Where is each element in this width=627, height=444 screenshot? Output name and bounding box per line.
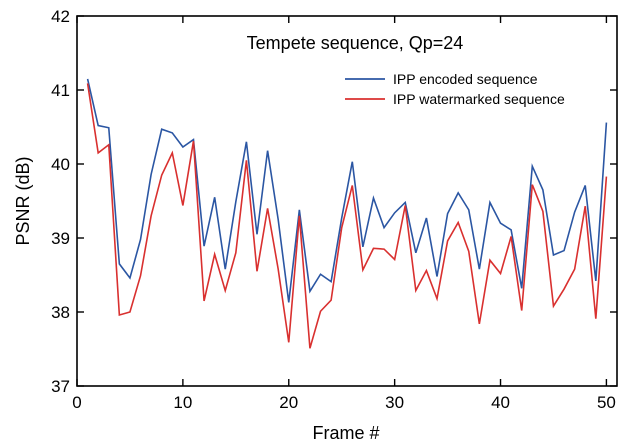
y-axis: 37 38 39 40 41 42 [51, 7, 617, 396]
y-tick-label: 41 [51, 81, 70, 100]
y-tick-label: 38 [51, 303, 70, 322]
y-tick-label: 37 [51, 377, 70, 396]
x-axis-label: Frame # [312, 423, 379, 443]
series-line-watermarked [86, 83, 608, 349]
legend-label: IPP encoded sequence [393, 71, 538, 87]
x-tick-label: 50 [597, 393, 616, 412]
x-tick-label: 40 [491, 393, 510, 412]
series-line-encoded [86, 78, 608, 303]
y-axis-label: PSNR (dB) [13, 156, 33, 245]
y-tick-label: 42 [51, 7, 70, 26]
x-axis: 0 10 20 30 40 50 [72, 16, 616, 412]
plot-frame [76, 15, 618, 387]
y-tick-label: 40 [51, 155, 70, 174]
legend: IPP encoded sequence IPP watermarked sequ… [345, 71, 565, 107]
x-tick-label: 30 [385, 393, 404, 412]
x-tick-label: 10 [173, 393, 192, 412]
x-tick-label: 0 [72, 393, 81, 412]
x-tick-label: 20 [279, 393, 298, 412]
chart-title: Tempete sequence, Qp=24 [247, 33, 464, 53]
plot-area [86, 78, 608, 349]
legend-label: IPP watermarked sequence [393, 91, 565, 107]
y-tick-label: 39 [51, 229, 70, 248]
